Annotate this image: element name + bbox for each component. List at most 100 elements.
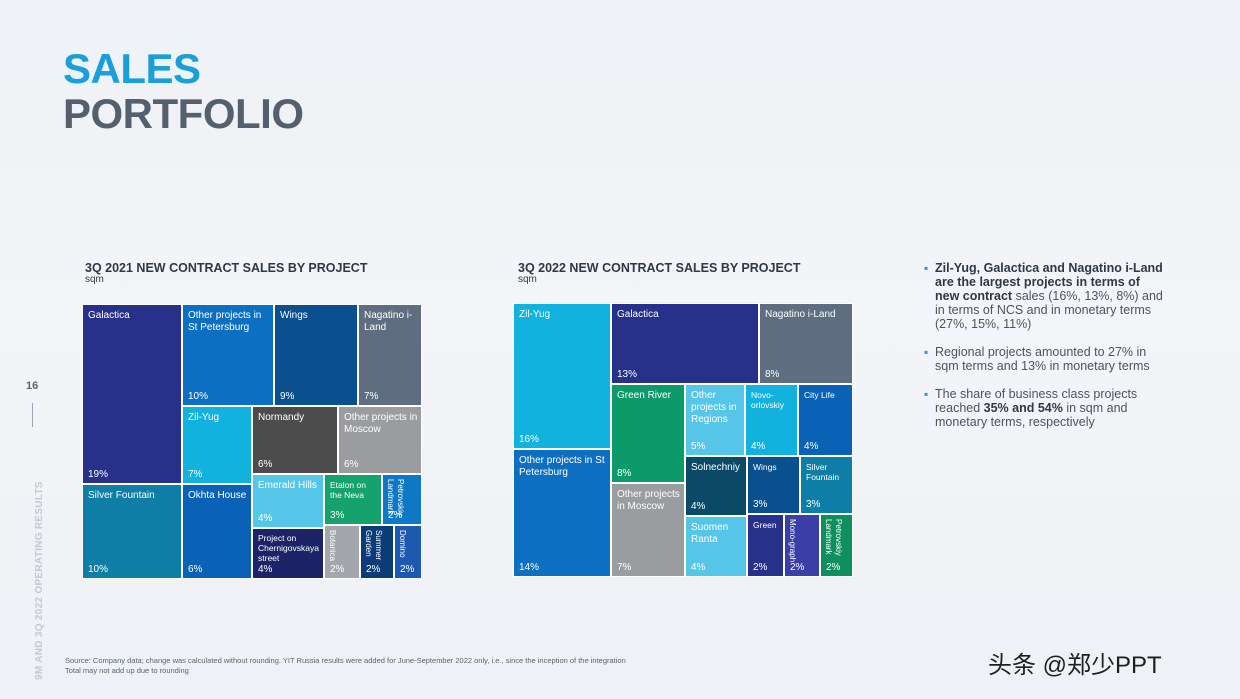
- tile-value: 2%: [790, 562, 805, 573]
- tile-label: Nagatino i-Land: [364, 310, 413, 333]
- tile-value: 14%: [519, 562, 540, 573]
- key-point-1-part-2: sales (16%, 13%, 8%) and in terms of NCS…: [935, 289, 1163, 331]
- tile-value: 16%: [519, 434, 540, 445]
- tile-other-projects-in-st-petersburg: Other projects in St Petersburg 10%: [182, 304, 274, 406]
- tile-botanica: Botanica 2%: [324, 525, 360, 579]
- tile-label: Solnechniy: [691, 462, 740, 473]
- tile-label: Botanica: [328, 530, 337, 562]
- tile-value: 2%: [366, 564, 381, 575]
- tile-label: Normandy: [258, 412, 305, 423]
- tile-etalon-on-the-neva: Etalon on the Neva 3%: [324, 474, 382, 525]
- tile-nagatino-i-land: Nagatino i-Land 8%: [759, 303, 853, 384]
- bullet-marker: ▪: [924, 387, 929, 401]
- tile-summer-garden: Summer Garden 2%: [360, 525, 394, 579]
- treemap-2022: Zil-Yug 16% Other projects in St Petersbur…: [513, 303, 853, 577]
- tile-label: Green: [753, 520, 777, 530]
- source-line-2: Total may not add up due to rounding: [65, 666, 189, 675]
- tile-value: 4%: [258, 513, 273, 524]
- tile-value: 6%: [258, 459, 273, 470]
- tile-other-projects-in-moscow: Other projects in Moscow 6%: [338, 406, 422, 474]
- tile-galactica: Galactica 13%: [611, 303, 759, 384]
- tile-value: 13%: [617, 369, 638, 380]
- tile-value: 4%: [691, 562, 706, 573]
- tile-value: 4%: [751, 441, 766, 452]
- tile-nagatino-i-land: Nagatino i-Land 7%: [358, 304, 422, 406]
- key-points-list: ▪ Zil-Yug, Galactica and Nagatino i-Land …: [924, 261, 1166, 443]
- chart1-unit: sqm: [85, 274, 104, 285]
- tile-label: Other projects in Moscow: [344, 412, 418, 435]
- tile-label: Okhta House: [188, 490, 247, 501]
- tile-domino: Domino 2%: [394, 525, 422, 579]
- tile-label: Zil-Yug: [519, 309, 551, 320]
- tile-other-projects-in-regions: Other projects in Regions 5%: [685, 384, 745, 456]
- tile-petrovskiy-landmark: Petrovskiy Landmark 2%: [382, 474, 422, 525]
- tile-value: 7%: [617, 562, 632, 573]
- tile-city-life: City Life 4%: [798, 384, 853, 456]
- tile-label: Summer Garden: [364, 530, 383, 561]
- tile-label: Other projects in Regions: [691, 390, 737, 425]
- tile-mono-graph: Mono-graph 2%: [784, 514, 820, 577]
- key-point-1-part-1: Zil-Yug, Galactica and Nagatino i-Land a…: [935, 261, 1163, 303]
- tile-label: Wings: [280, 310, 308, 321]
- tile-value: 8%: [617, 468, 632, 479]
- tile-green-river: Green River 8%: [611, 384, 685, 483]
- tile-value: 19%: [88, 469, 109, 480]
- tile-value: 3%: [753, 499, 768, 510]
- tile-label: Novo-orlovskiy: [751, 390, 785, 410]
- tile-label: Silver Fountain: [806, 462, 840, 482]
- tile-label: Galactica: [88, 310, 130, 321]
- tile-value: 7%: [188, 469, 203, 480]
- key-point-2: ▪ Regional projects amounted to 27% in sq…: [924, 345, 1166, 373]
- tile-label: Etalon on the Neva: [330, 480, 366, 500]
- tile-silver-fountain: Silver Fountain 10%: [82, 484, 182, 579]
- tile-label: City Life: [804, 390, 835, 400]
- page-title-line2: PORTFOLIO: [63, 90, 304, 137]
- tile-value: 8%: [765, 369, 780, 380]
- chart1-title: 3Q 2021 NEW CONTRACT SALES BY PROJECT: [85, 261, 368, 275]
- tile-other-projects-in-st-petersburg: Other projects in St Petersburg 14%: [513, 449, 611, 577]
- tile-value: 9%: [280, 391, 295, 402]
- tile-label: Suomen Ranta: [691, 522, 729, 545]
- tile-zil-yug: Zil-Yug 7%: [182, 406, 252, 484]
- tile-value: 4%: [691, 501, 706, 512]
- tile-normandy: Normandy 6%: [252, 406, 338, 474]
- page-number: 16: [26, 380, 39, 392]
- key-point-3-part-1: The share of business class projects rea…: [935, 387, 1138, 415]
- tile-emerald-hills: Emerald Hills 4%: [252, 474, 324, 528]
- source-line-1: Source: Company data; change was calcula…: [65, 656, 626, 665]
- side-label: 9M AND 3Q 2022 OPERATING RESULTS: [34, 481, 45, 680]
- tile-label: Zil-Yug: [188, 412, 220, 423]
- tile-label: Other projects in St Petersburg: [188, 310, 262, 333]
- tile-value: 3%: [806, 499, 821, 510]
- tile-value: 6%: [344, 459, 359, 470]
- tile-label: Other projects in Moscow: [617, 489, 680, 512]
- tile-label: Mono-graph: [788, 519, 797, 563]
- tile-value: 10%: [188, 391, 209, 402]
- tile-value: 7%: [364, 391, 379, 402]
- key-point-2-part-1: Regional projects amounted to 27% in sqm…: [935, 345, 1150, 373]
- tile-okhta-house: Okhta House 6%: [182, 484, 252, 579]
- chart2-title: 3Q 2022 NEW CONTRACT SALES BY PROJECT: [518, 261, 801, 275]
- tile-solnechniy: Solnechniy 4%: [685, 456, 747, 516]
- tile-label: Galactica: [617, 309, 659, 320]
- key-point-3-part-2: 35% and 54%: [983, 401, 1063, 415]
- treemap-2021: Galactica 19% Silver Fountain 10% Other proj…: [82, 304, 422, 579]
- tile-project-on-chernigovskaya-street: Project on Chernigovskaya street 4%: [252, 528, 324, 579]
- tile-label: Domino: [398, 530, 407, 558]
- tile-galactica: Galactica 19%: [82, 304, 182, 484]
- tile-label: Emerald Hills: [258, 480, 317, 491]
- watermark: 头条 @郑少PPT: [988, 652, 1162, 679]
- tile-value: 4%: [804, 441, 819, 452]
- bullet-marker: ▪: [924, 345, 929, 359]
- tile-label: Petrovskiy Landmark: [824, 519, 843, 556]
- tile-value: 2%: [826, 562, 841, 573]
- tile-label: Other projects in St Petersburg: [519, 455, 605, 478]
- tile-value: 2%: [400, 564, 415, 575]
- chart2-unit: sqm: [518, 274, 537, 285]
- tile-value: 2%: [330, 564, 345, 575]
- tile-other-projects-in-moscow: Other projects in Moscow 7%: [611, 483, 685, 577]
- tile-label: Silver Fountain: [88, 490, 155, 501]
- page-title-line1: SALES: [63, 45, 201, 92]
- key-point-3: ▪ The share of business class projects re…: [924, 387, 1166, 429]
- tile-value: 5%: [691, 441, 706, 452]
